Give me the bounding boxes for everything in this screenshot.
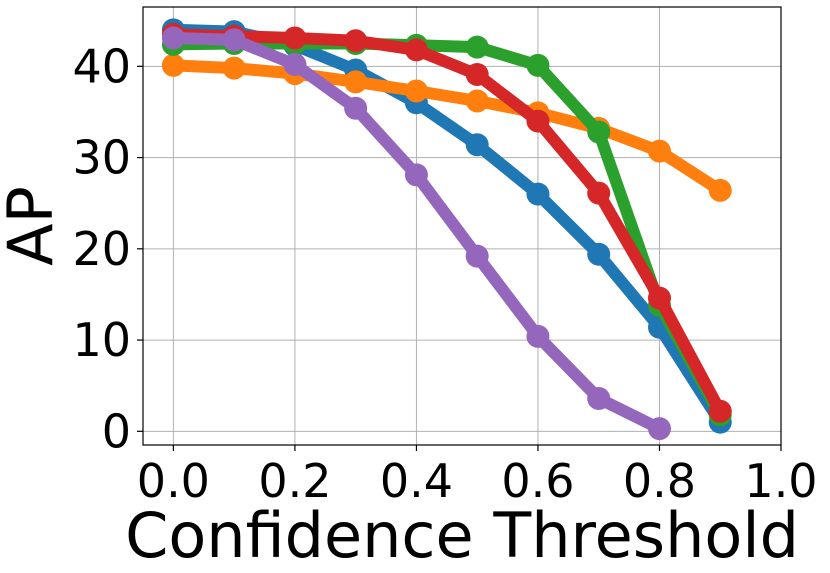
data-point: [526, 109, 550, 133]
series-5: [161, 26, 671, 441]
series-line: [167, 59, 727, 197]
data-point: [161, 53, 185, 77]
data-point: [647, 139, 671, 163]
data-point: [404, 79, 428, 103]
x-tick-label: 0.8: [623, 454, 696, 508]
series-2: [161, 53, 732, 202]
data-point: [587, 386, 611, 410]
x-tick-label: 0.6: [501, 454, 574, 508]
x-axis-ticks: 0.0 0.2 0.4 0.6 0.8 1.0: [137, 445, 818, 508]
x-tick-label: 0.0: [137, 454, 210, 508]
data-point: [526, 182, 550, 206]
data-point: [465, 89, 489, 113]
data-point: [526, 53, 550, 77]
data-point: [526, 324, 550, 348]
data-point: [161, 26, 185, 50]
data-point: [344, 29, 368, 53]
data-point: [465, 244, 489, 268]
data-point: [404, 163, 428, 187]
plot-frame: [142, 6, 782, 446]
x-tick-label: 0.2: [258, 454, 331, 508]
data-point: [587, 120, 611, 144]
x-tick-label: 0.4: [380, 454, 453, 508]
series-line: [167, 23, 727, 429]
data-point: [647, 286, 671, 310]
y-tick-label: 10: [72, 313, 131, 367]
data-point: [647, 417, 671, 441]
data-point: [465, 63, 489, 87]
data-point: [465, 133, 489, 157]
series-line: [167, 37, 727, 421]
data-point: [465, 35, 489, 59]
data-point: [283, 26, 307, 50]
data-point: [708, 178, 732, 202]
y-tick-label: 0: [102, 404, 131, 458]
y-tick-label: 20: [72, 222, 131, 276]
data-point: [222, 56, 246, 80]
data-point: [344, 96, 368, 120]
y-axis-label: AP: [0, 186, 67, 266]
plot-series: [161, 18, 732, 441]
data-point: [404, 38, 428, 62]
y-tick-label: 30: [72, 131, 131, 185]
series-line: [167, 28, 727, 418]
x-axis-label: Confidence Threshold: [125, 499, 799, 572]
data-point: [708, 399, 732, 423]
data-point: [587, 242, 611, 266]
y-tick-label: 40: [72, 39, 131, 93]
x-tick-label: 1.0: [744, 454, 817, 508]
data-point: [283, 52, 307, 76]
y-axis-ticks: 0 10 20 30 40: [72, 39, 143, 458]
data-point: [587, 181, 611, 205]
data-point: [344, 70, 368, 94]
data-point: [222, 28, 246, 52]
series-1: [161, 18, 732, 434]
